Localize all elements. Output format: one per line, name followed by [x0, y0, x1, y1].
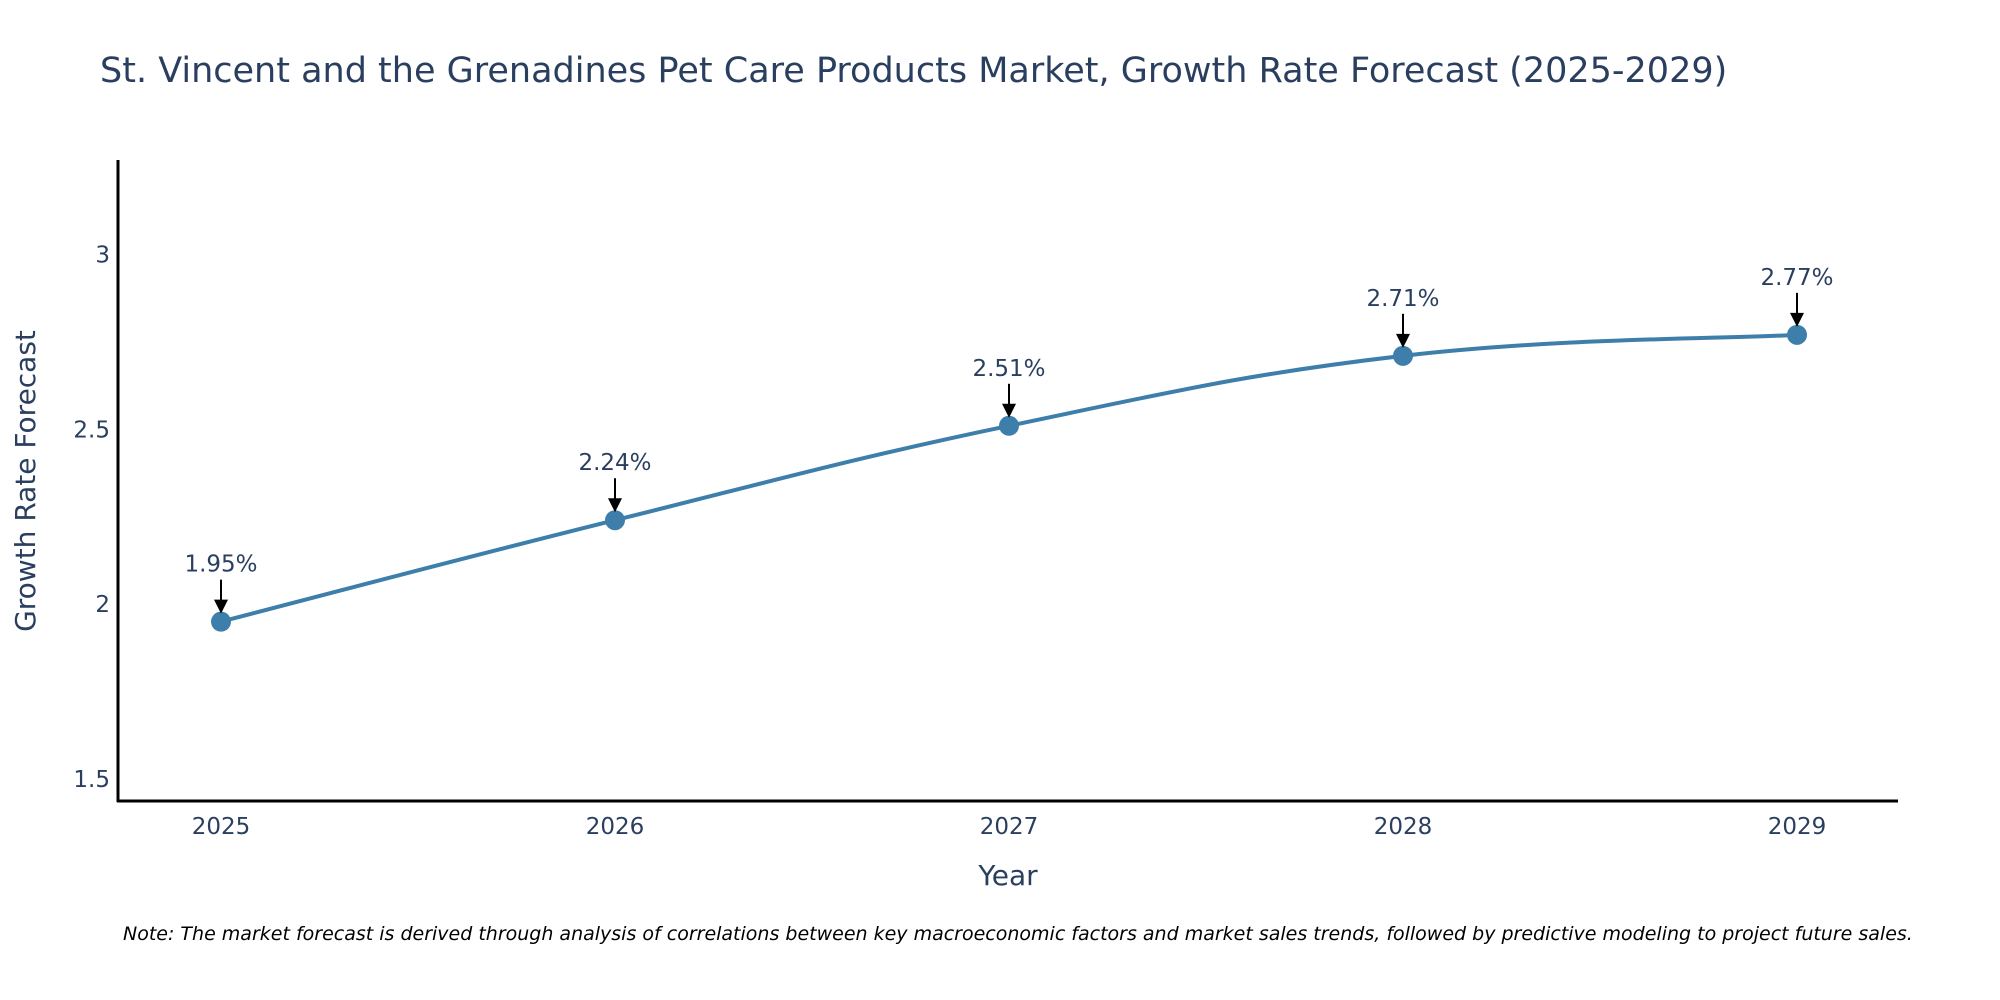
series-markers: [211, 324, 1807, 632]
annotation-arrow-head: [1396, 333, 1410, 348]
annotation-arrow-head: [1790, 312, 1804, 327]
x-tick-label: 2028: [1374, 814, 1433, 840]
y-tick-label: 3: [95, 242, 110, 268]
x-tick-label: 2029: [1768, 814, 1827, 840]
data-label: 1.95%: [184, 552, 257, 578]
x-axis-title: Year: [977, 859, 1038, 892]
y-tick-label: 1.5: [73, 767, 110, 793]
x-tick-label: 2027: [980, 814, 1039, 840]
y-axis-title: Growth Rate Forecast: [9, 330, 42, 632]
data-point-marker: [1393, 345, 1413, 366]
x-tick-label: 2026: [586, 814, 645, 840]
data-annotations: 1.95% 2.24% 2.51% 2.71% 2.77%: [184, 265, 1834, 614]
data-point-marker: [999, 415, 1019, 436]
annotation-arrow-head: [1002, 403, 1016, 418]
y-tick-label: 2.5: [73, 417, 110, 443]
data-point-marker: [211, 611, 231, 632]
annotation-arrow-head: [214, 599, 228, 614]
data-label: 2.51%: [972, 356, 1045, 382]
y-axis-ticks: 1.5 2 2.5 3: [73, 242, 110, 793]
annotation-arrow-head: [608, 498, 622, 513]
data-point-marker: [1787, 324, 1807, 345]
x-tick-label: 2025: [192, 814, 251, 840]
data-label: 2.71%: [1366, 286, 1439, 312]
y-tick-label: 2: [95, 592, 110, 618]
chart-title: St. Vincent and the Grenadines Pet Care …: [100, 51, 1727, 91]
data-label: 2.24%: [578, 450, 651, 476]
data-label: 2.77%: [1760, 265, 1833, 291]
footnote: Note: The market forecast is derived thr…: [123, 923, 1913, 945]
x-axis-ticks: 2025 2026 2027 2028 2029: [192, 814, 1827, 840]
data-point-marker: [605, 510, 625, 531]
